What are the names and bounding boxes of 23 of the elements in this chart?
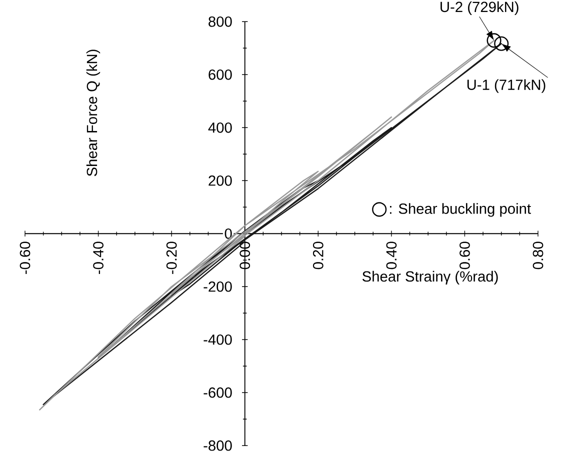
y-tick-label: 600 <box>208 70 232 80</box>
y-tick-label: -800 <box>204 440 232 451</box>
y-tick-label: -200 <box>204 282 232 292</box>
x-tick-label: 0.20 <box>312 242 324 270</box>
x-tick-label: 0.60 <box>460 242 470 270</box>
point <box>494 36 509 52</box>
x-axis-title: Shear Strainγ (%rad) <box>362 271 498 285</box>
point <box>486 33 502 48</box>
y-tick-label: 0 <box>224 228 232 239</box>
y-tick-label: 200 <box>208 176 232 186</box>
y-tick-label: 800 <box>208 16 232 28</box>
y-tick-label: -600 <box>204 388 232 398</box>
y-axis-title: Shear Force Q (kN) <box>86 50 100 176</box>
annotation: U-2 (729kN) <box>440 2 518 16</box>
y-tick-label: -400 <box>204 334 232 345</box>
x-tick-label: 0.40 <box>386 242 397 270</box>
y-tick-label: 400 <box>208 122 232 134</box>
annotation: U-1 (717kN) <box>467 79 546 94</box>
x-tick-label: -0.20 <box>166 242 177 274</box>
x-tick-label: 0.80 <box>532 242 544 270</box>
x-tick-label: -0.40 <box>93 242 104 274</box>
legend-label: : Shear buckling point <box>390 203 531 217</box>
x-tick-label: -0.60 <box>20 242 30 274</box>
